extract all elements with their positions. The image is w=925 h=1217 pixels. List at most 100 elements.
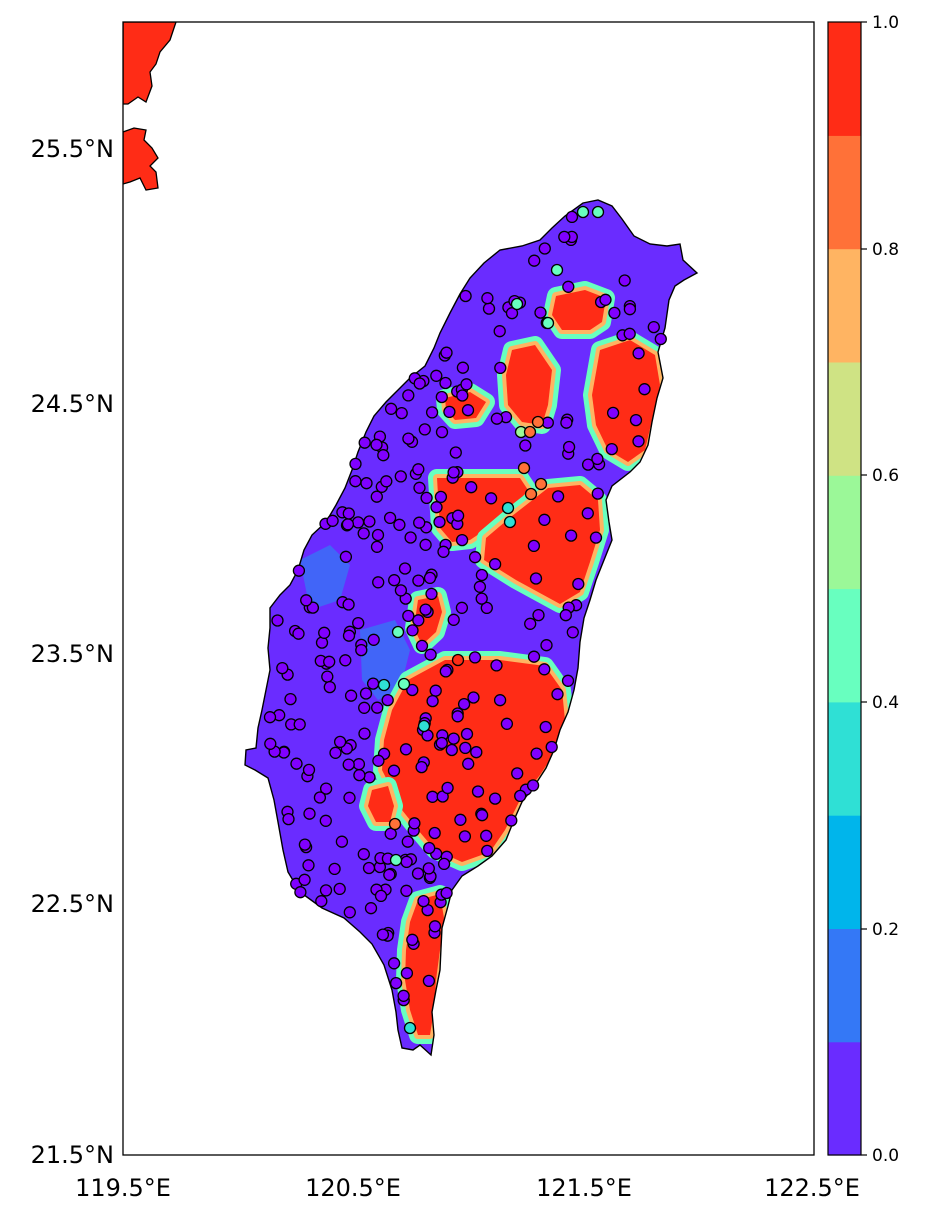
station-marker [323, 680, 336, 694]
station-marker [282, 812, 295, 826]
station-marker [447, 613, 460, 626]
y-axis-labels: 25.5°N 24.5°N 23.5°N 22.5°N 21.5°N [31, 135, 114, 1169]
station-marker [353, 768, 366, 782]
station-marker [459, 289, 472, 303]
station-marker [372, 754, 385, 767]
station-marker [358, 436, 371, 449]
station-marker [413, 377, 426, 390]
station-marker [439, 665, 452, 678]
station-marker [363, 771, 376, 784]
high-probability-area [506, 345, 552, 425]
station-marker [468, 551, 482, 564]
station-marker [447, 732, 460, 745]
colorbar-tick-label: 1.0 [872, 13, 899, 33]
station-marker [460, 727, 474, 741]
station-marker [315, 895, 328, 908]
colorbar-band [828, 588, 861, 703]
station-marker [540, 639, 553, 652]
station-marker [551, 688, 564, 701]
station-marker [321, 670, 334, 683]
station-marker [402, 609, 415, 623]
station-marker [300, 594, 313, 607]
y-tick-label: 25.5°N [31, 135, 114, 163]
station-marker [451, 653, 465, 667]
station-marker [383, 511, 397, 525]
station-marker [576, 205, 590, 219]
station-marker [423, 571, 437, 585]
station-marker [429, 684, 442, 697]
station-marker [395, 406, 408, 420]
station-marker [545, 740, 558, 754]
station-marker [418, 423, 431, 436]
station-marker [541, 316, 555, 330]
station-marker [387, 957, 401, 970]
station-marker [358, 727, 371, 740]
station-marker [435, 736, 448, 750]
mid-probability-area [300, 545, 350, 610]
station-marker [435, 390, 448, 404]
station-marker [351, 516, 365, 529]
station-marker [370, 490, 383, 503]
colorbar-ticks [861, 21, 867, 1156]
station-marker [425, 406, 439, 419]
station-marker [333, 882, 346, 896]
station-marker [538, 663, 551, 676]
station-marker [532, 608, 545, 622]
station-marker [339, 550, 353, 563]
station-marker [412, 574, 425, 587]
station-marker [443, 405, 456, 419]
station-marker [591, 452, 604, 466]
station-marker [566, 626, 579, 639]
station-marker [511, 767, 524, 780]
station-marker [377, 449, 390, 462]
station-marker [480, 829, 493, 842]
station-marker [284, 692, 297, 706]
station-marker [358, 701, 371, 714]
station-marker [419, 538, 432, 551]
colorbar-band [828, 1041, 861, 1156]
station-marker [380, 475, 393, 488]
station-marker [264, 737, 277, 750]
station-marker [562, 440, 576, 454]
colorbar-band [828, 135, 861, 250]
station-marker [430, 369, 443, 382]
station-marker [398, 562, 412, 575]
station-marker [319, 782, 333, 795]
station-marker [406, 624, 419, 637]
station-marker [367, 633, 380, 646]
station-marker [493, 325, 506, 338]
colorbar-tick-label: 0.0 [872, 1146, 899, 1166]
station-marker [501, 501, 515, 515]
station-marker [425, 587, 438, 601]
station-marker [632, 435, 645, 448]
station-marker [423, 841, 436, 855]
station-marker [302, 763, 316, 777]
station-marker [439, 376, 452, 390]
station-marker [559, 609, 572, 622]
station-marker [488, 558, 502, 571]
station-marker [402, 389, 415, 402]
station-marker [605, 442, 618, 456]
colorbar-band [828, 361, 861, 476]
station-marker [400, 967, 414, 980]
station-marker [468, 651, 482, 664]
station-marker [523, 425, 537, 439]
station-marker [397, 677, 411, 691]
station-marker [357, 848, 370, 861]
station-marker [475, 568, 489, 582]
station-marker [529, 572, 543, 585]
station-marker [412, 463, 425, 476]
station-marker [581, 507, 594, 520]
station-marker [481, 292, 494, 305]
station-marker [481, 844, 494, 858]
x-tick-label: 120.5°E [305, 1174, 401, 1202]
station-marker [606, 406, 620, 420]
station-marker [445, 743, 458, 757]
station-marker [462, 757, 475, 770]
station-marker [589, 531, 603, 544]
station-marker [471, 785, 485, 798]
station-marker [551, 490, 565, 503]
station-marker [562, 280, 575, 293]
station-marker [618, 274, 631, 287]
taiwan-coastline [244, 199, 699, 1057]
